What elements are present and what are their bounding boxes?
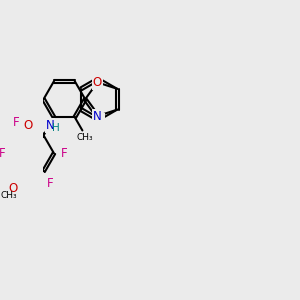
Text: O: O: [24, 119, 33, 132]
Text: N: N: [46, 118, 55, 132]
Text: CH₃: CH₃: [1, 191, 17, 200]
Text: N: N: [95, 113, 103, 127]
Text: O: O: [8, 182, 17, 195]
Text: F: F: [0, 147, 5, 160]
Text: N: N: [93, 110, 102, 123]
Text: CH₃: CH₃: [77, 133, 94, 142]
Text: H: H: [52, 123, 60, 133]
Text: F: F: [13, 116, 19, 129]
Text: F: F: [61, 147, 68, 160]
Text: F: F: [47, 178, 54, 190]
Text: O: O: [93, 76, 102, 89]
